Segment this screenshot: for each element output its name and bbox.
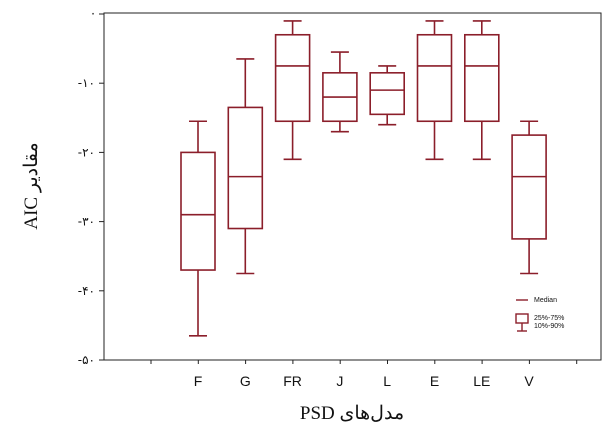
box-series [180,20,547,337]
x-category-label: J [336,373,343,389]
x-category-label: L [383,373,391,389]
plot-frame [103,12,602,361]
iqr-box [463,33,500,123]
y-tick-label: · [91,7,95,21]
x-axis-title: مدل‌های PSD [300,403,404,424]
x-category-label: FR [283,373,302,389]
y-tick-label: -۲۰ [78,145,95,159]
box-g [227,58,264,275]
y-tick-label: -۱۰ [78,76,95,90]
iqr-box [180,151,216,271]
y-axis: · -۱۰ -۲۰ -۳۰ -۴۰ -۵۰ [78,7,104,367]
box-j [322,51,358,133]
legend-label-box: 25%-75% [534,315,564,322]
iqr-box [511,134,547,240]
box-l [369,65,406,126]
x-category-label: V [524,373,534,389]
iqr-box [416,33,453,123]
box-e [416,20,453,161]
x-category-label: G [240,373,251,389]
legend-label-median: Median [534,297,557,304]
y-tick-label: -۵۰ [78,353,95,367]
x-category-label: LE [473,373,490,389]
box-v [511,120,547,275]
iqr-box [227,106,264,230]
y-tick-label: -۳۰ [78,215,95,229]
box-fr [274,20,311,161]
legend-box-symbol [515,313,529,324]
iqr-box [274,33,311,123]
x-axis: F G FR J L E LE V [150,360,578,389]
y-axis-title: مقادیر AIC [21,142,42,229]
x-category-label: E [430,373,439,389]
legend-label-whisker: 10%-90% [534,323,564,330]
box-f [180,120,216,337]
y-tick-label: -۴۰ [78,284,95,298]
x-category-label: F [194,373,203,389]
box-le [463,20,500,161]
iqr-box [369,72,406,116]
legend: Median 25%-75%10%-90% [515,297,564,332]
